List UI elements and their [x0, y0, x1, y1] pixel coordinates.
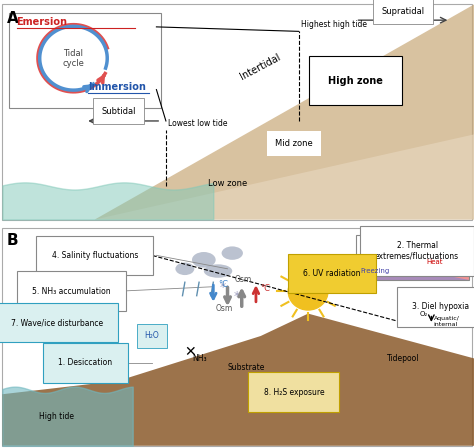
Text: Tidal
cycle: Tidal cycle: [63, 48, 84, 68]
Text: B: B: [7, 233, 19, 248]
Text: Heat: Heat: [427, 259, 443, 265]
Text: 5. NH₃ accumulation: 5. NH₃ accumulation: [32, 287, 110, 296]
Text: A: A: [7, 11, 19, 26]
Polygon shape: [2, 314, 474, 446]
Text: Mid zone: Mid zone: [275, 139, 313, 148]
Text: Substrate: Substrate: [228, 363, 265, 372]
Text: 6. UV radiation: 6. UV radiation: [303, 269, 361, 278]
Bar: [9, 13, 161, 108]
Ellipse shape: [222, 246, 243, 260]
Bar: [356, 258, 469, 280]
Polygon shape: [95, 4, 474, 220]
Text: Osm: Osm: [216, 304, 233, 313]
Text: O₂: O₂: [419, 311, 428, 317]
Text: Low zone: Low zone: [208, 179, 247, 188]
Text: Freezing: Freezing: [360, 268, 390, 274]
Ellipse shape: [204, 264, 232, 278]
Text: Supratidal: Supratidal: [382, 7, 424, 16]
Text: 1. Desiccation: 1. Desiccation: [58, 358, 112, 367]
Text: Subtidal: Subtidal: [101, 107, 136, 116]
Polygon shape: [356, 258, 469, 280]
Text: High zone: High zone: [328, 76, 383, 86]
Text: 7. Wave/ice disturbance: 7. Wave/ice disturbance: [11, 318, 103, 327]
Text: 8. H₂S exposure: 8. H₂S exposure: [264, 388, 324, 396]
Bar: [356, 235, 469, 280]
Text: Immersion: Immersion: [88, 82, 146, 91]
Text: Osm: Osm: [235, 275, 252, 284]
Text: °C: °C: [261, 284, 271, 293]
Polygon shape: [95, 134, 474, 220]
Text: Intertidal: Intertidal: [239, 52, 283, 82]
Circle shape: [288, 272, 328, 310]
Text: High tide: High tide: [39, 412, 74, 421]
Text: Aquatic/
internal: Aquatic/ internal: [434, 316, 460, 327]
Ellipse shape: [192, 252, 216, 267]
Text: H₂O: H₂O: [144, 332, 159, 340]
Text: Lowest low tide: Lowest low tide: [168, 119, 228, 128]
Text: Emersion: Emersion: [17, 17, 68, 26]
Text: *: *: [219, 281, 226, 294]
Text: NH₃: NH₃: [192, 354, 206, 363]
Text: ✕: ✕: [184, 345, 195, 359]
Text: 3. Diel hypoxia: 3. Diel hypoxia: [412, 302, 469, 311]
Ellipse shape: [175, 263, 194, 275]
Text: Highest high tide: Highest high tide: [301, 20, 367, 29]
Text: *: *: [234, 290, 240, 303]
Text: 4. Salinity fluctuations: 4. Salinity fluctuations: [52, 251, 138, 260]
Text: Tidepool: Tidepool: [387, 354, 419, 363]
Text: °C: °C: [218, 280, 228, 289]
Text: 2. Thermal
extremes/fluctuations: 2. Thermal extremes/fluctuations: [375, 241, 459, 261]
Polygon shape: [356, 258, 469, 280]
